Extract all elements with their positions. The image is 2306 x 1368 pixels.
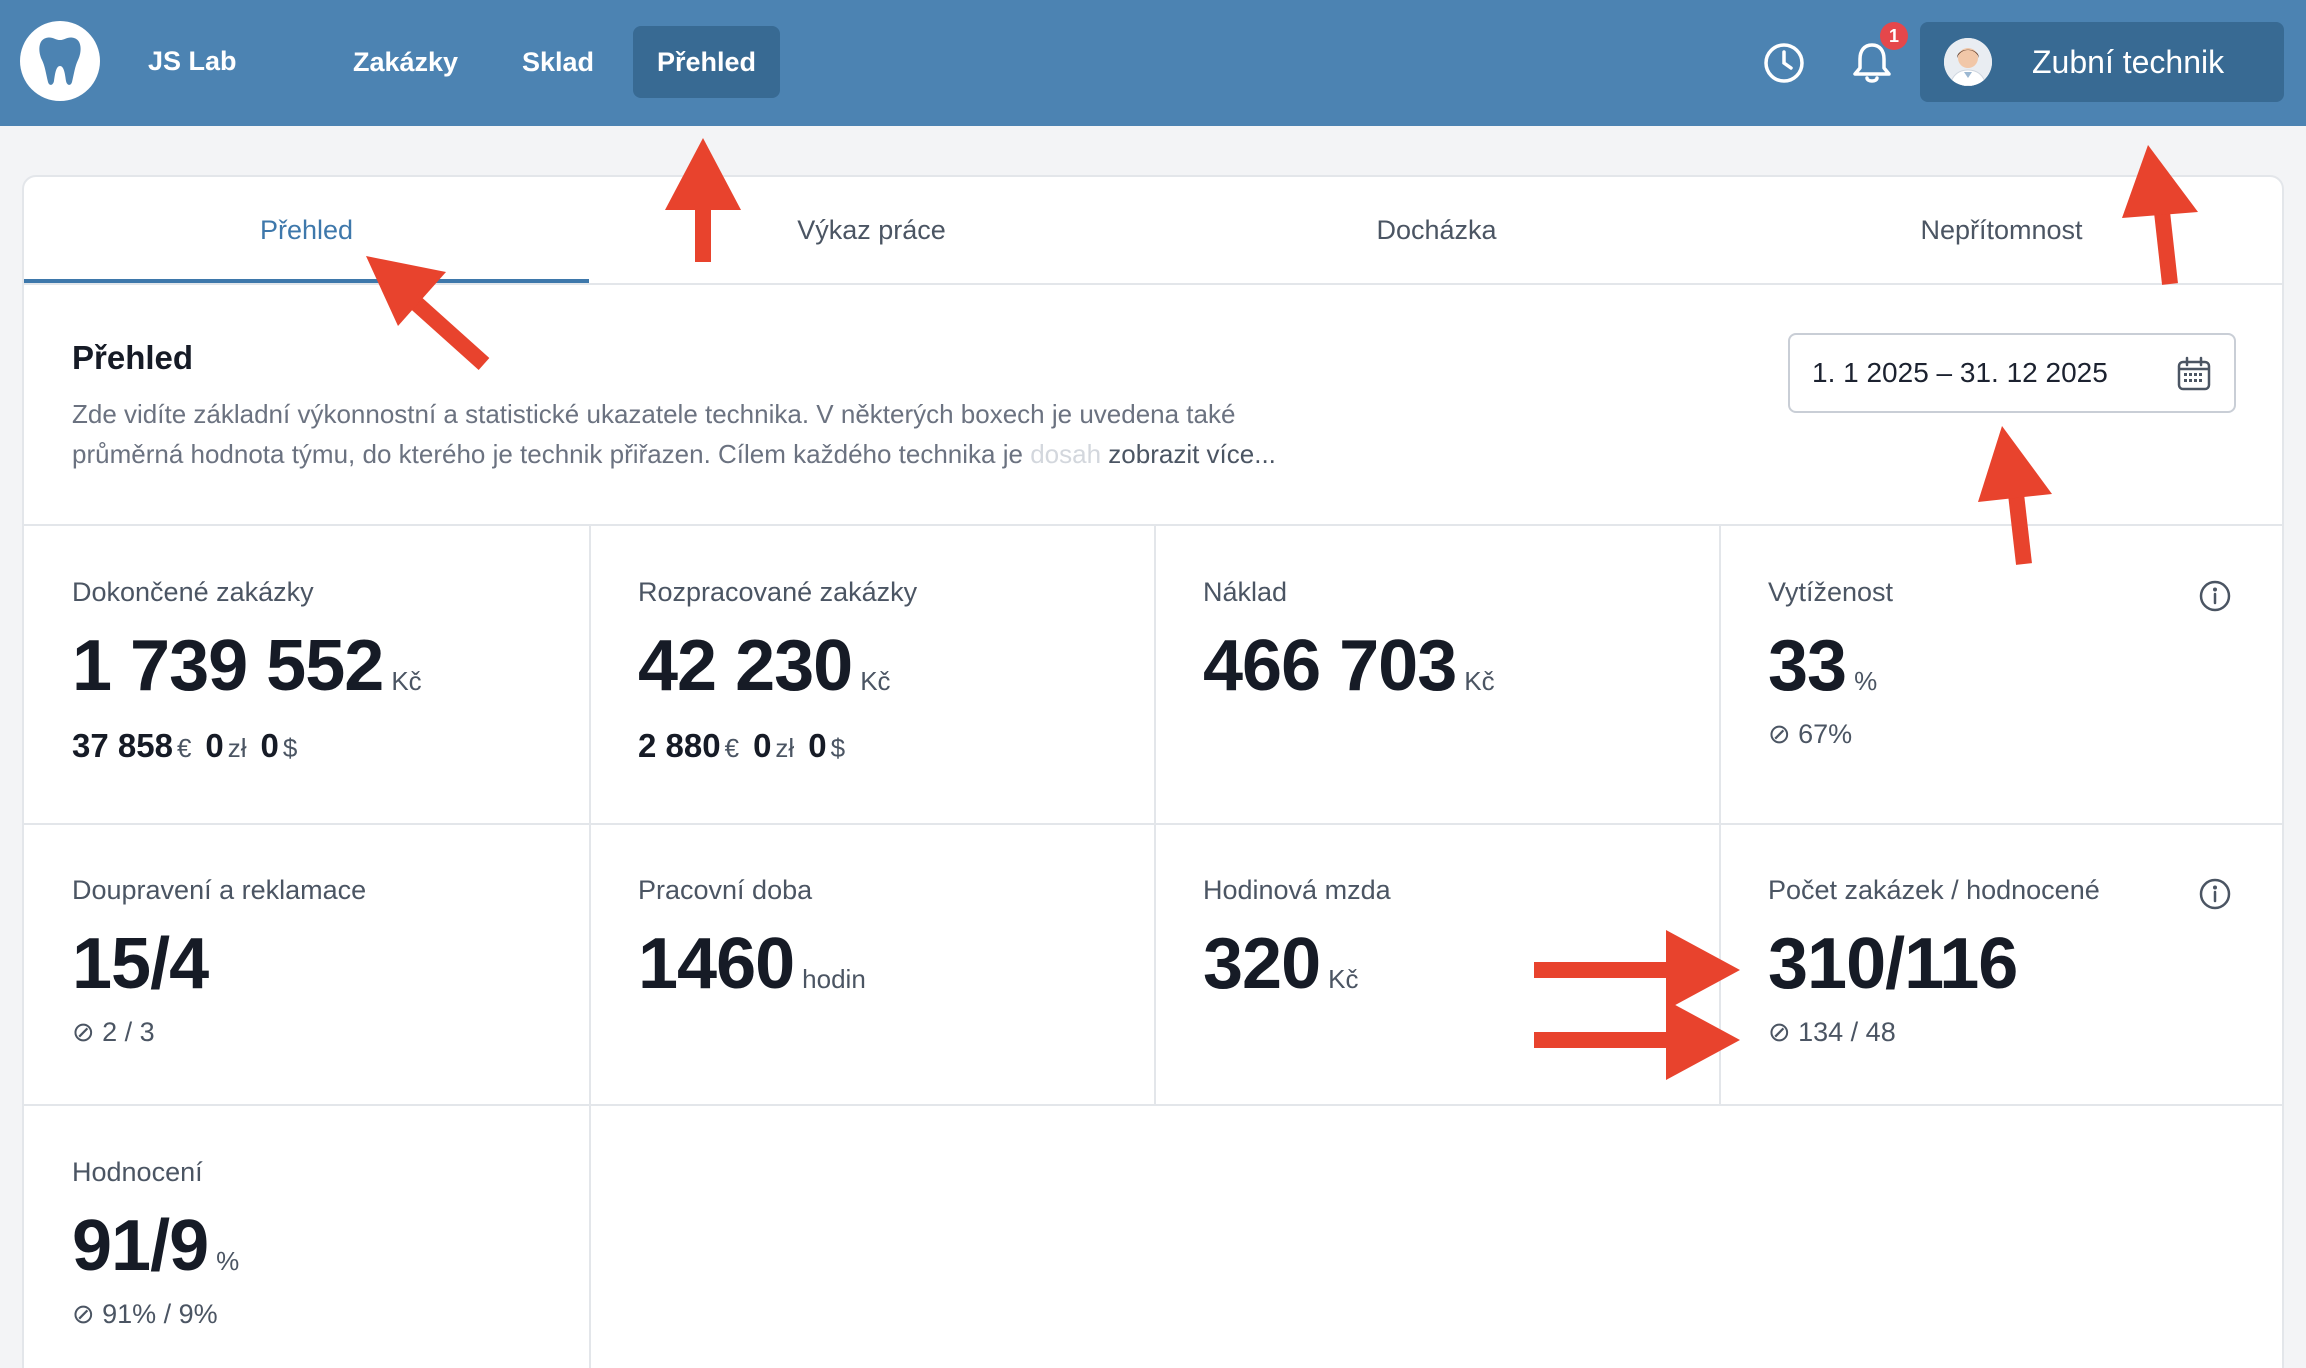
- stat-currencies: 37 858 €0 zł 0 $: [72, 727, 311, 765]
- stat-label: Vytíženost: [1768, 577, 1894, 607]
- tab-vykaz-prace[interactable]: Výkaz práce: [797, 215, 946, 245]
- stat-label: Rozpracované zakázky: [638, 577, 918, 607]
- tab-prehled[interactable]: Přehled: [24, 177, 589, 283]
- team-average: ⊘ 134 / 48: [1768, 1017, 1896, 1047]
- grid-divider: [24, 1104, 2282, 1106]
- grid-divider: [1154, 524, 1156, 1104]
- calendar-icon[interactable]: [2176, 356, 2212, 392]
- pln-symbol: zł: [775, 733, 795, 763]
- usd-symbol: $: [830, 733, 846, 763]
- stat-value: 15/4: [72, 924, 209, 1004]
- tab-bar: Přehled Výkaz práce Docházka Nepřítomnos…: [24, 177, 2282, 285]
- show-more-link[interactable]: zobrazit více...: [1108, 439, 1276, 469]
- user-menu-button[interactable]: Zubní technik: [1920, 22, 2284, 102]
- stat-unit: Kč: [860, 666, 891, 696]
- usd-value: 0: [260, 727, 279, 764]
- top-navigation-bar: JS Lab Zakázky Sklad Přehled 1 Zubní tec…: [0, 0, 2306, 126]
- avatar: [1944, 38, 1992, 86]
- stat-value: 91/9%: [72, 1205, 239, 1287]
- user-role-label: Zubní technik: [2032, 44, 2225, 80]
- intro-line-1: Zde vidíte základní výkonnostní a statis…: [72, 399, 1236, 429]
- grid-divider: [589, 524, 591, 1368]
- stat-value: 466 703 Kč: [1203, 625, 1495, 707]
- stat-currencies: 2 880 €0 zł 0 $: [638, 727, 859, 765]
- intro-line-2-fade: dosah: [1022, 439, 1102, 469]
- stat-value: 320 Kč: [1203, 923, 1358, 1005]
- intro-line-2-text: průměrná hodnota týmu, do kterého je tec…: [72, 439, 1023, 469]
- stat-value: 1460 hodin: [638, 923, 866, 1005]
- page-title: Přehled: [72, 339, 194, 376]
- stat-value: 310/116: [1768, 924, 2018, 1004]
- stat-unit: Kč: [1328, 964, 1359, 994]
- nav-sklad[interactable]: Sklad: [522, 47, 595, 77]
- date-range-picker[interactable]: 1. 1 2025 – 31. 12 2025: [1788, 333, 2236, 413]
- info-icon[interactable]: [2198, 579, 2232, 613]
- stat-value: 42 230 Kč: [638, 625, 891, 707]
- date-range-value: 1. 1 2025 – 31. 12 2025: [1812, 357, 2108, 388]
- intro-line-2: průměrná hodnota týmu, do kterého je tec…: [72, 434, 1472, 474]
- stat-unit: %: [216, 1246, 240, 1276]
- intro-description: Zde vidíte základní výkonnostní a statis…: [72, 394, 1472, 474]
- pln-value: 0: [753, 727, 772, 764]
- eur-symbol: €: [724, 733, 740, 763]
- team-average: ⊘ 67%: [1768, 719, 1853, 749]
- grid-divider: [24, 524, 2282, 526]
- stat-unit: hodin: [802, 964, 866, 994]
- team-average: ⊘ 2 / 3: [72, 1017, 155, 1047]
- pln-symbol: zł: [227, 733, 247, 763]
- grid-divider: [24, 823, 2282, 825]
- tab-dochazka[interactable]: Docházka: [1376, 215, 1497, 245]
- stat-unit: Kč: [1464, 666, 1495, 696]
- stat-number: 33: [1768, 626, 1847, 706]
- stat-label: Hodinová mzda: [1203, 875, 1391, 905]
- nav-prehled[interactable]: Přehled: [633, 26, 780, 98]
- usd-value: 0: [808, 727, 827, 764]
- stat-value: 1 739 552 Kč: [72, 625, 422, 707]
- stat-number: 1460: [638, 924, 795, 1004]
- stat-number: 1 739 552: [72, 626, 384, 706]
- brand-name[interactable]: JS Lab: [148, 46, 237, 76]
- grid-divider: [1719, 524, 1721, 1104]
- team-average: ⊘ 91% / 9%: [72, 1299, 218, 1329]
- tooth-logo-icon[interactable]: [20, 21, 100, 101]
- pln-value: 0: [205, 727, 224, 764]
- stat-label: Náklad: [1203, 577, 1288, 607]
- stat-label: Dokončené zakázky: [72, 577, 314, 607]
- clock-icon[interactable]: [1759, 38, 1809, 88]
- info-icon[interactable]: [2198, 877, 2232, 911]
- eur-symbol: €: [176, 733, 192, 763]
- bell-icon[interactable]: [1847, 38, 1897, 88]
- overview-card: Přehled Výkaz práce Docházka Nepřítomnos…: [22, 175, 2284, 1368]
- stat-unit: %: [1854, 666, 1878, 696]
- tab-nepritomnost[interactable]: Nepřítomnost: [1920, 215, 2083, 245]
- stat-number: 320: [1203, 924, 1321, 1004]
- stat-label: Doupravení a reklamace: [72, 875, 367, 905]
- eur-value: 37 858: [72, 727, 173, 764]
- eur-value: 2 880: [638, 727, 721, 764]
- stat-number: 466 703: [1203, 626, 1457, 706]
- nav-zakazky[interactable]: Zakázky: [353, 47, 459, 77]
- notification-badge: 1: [1880, 22, 1908, 50]
- usd-symbol: $: [282, 733, 298, 763]
- stat-label: Hodnocení: [72, 1157, 203, 1187]
- stat-label: Počet zakázek / hodnocené: [1768, 875, 2100, 905]
- stat-value: 33%: [1768, 625, 1877, 707]
- stat-number: 91/9: [72, 1206, 209, 1286]
- stat-unit: Kč: [391, 666, 422, 696]
- stat-label: Pracovní doba: [638, 875, 813, 905]
- stat-number: 42 230: [638, 626, 853, 706]
